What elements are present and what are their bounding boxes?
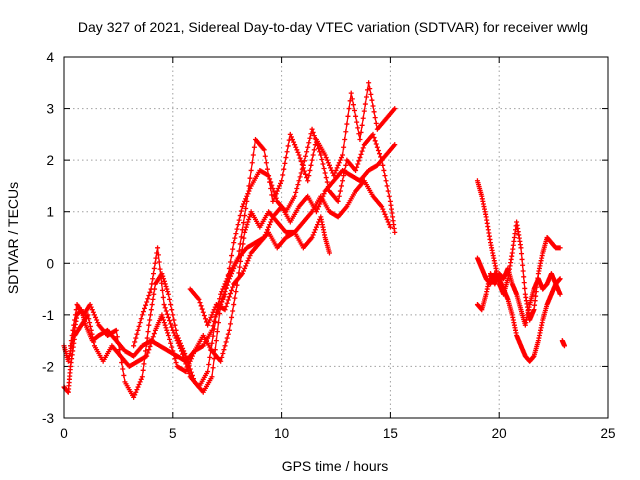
y-tick-label: 3 xyxy=(46,102,54,117)
x-tick-label: 20 xyxy=(492,426,507,441)
y-tick-label: 0 xyxy=(46,256,54,271)
series-track-4 xyxy=(131,126,398,390)
series-markers xyxy=(559,338,567,349)
series-track-7 xyxy=(474,265,563,328)
chart-title: Day 327 of 2021, Sidereal Day-to-day VTE… xyxy=(78,19,588,35)
x-tick-label: 5 xyxy=(169,426,177,441)
series-track-8 xyxy=(474,255,563,364)
x-tick-label: 25 xyxy=(600,426,615,441)
x-axis-label: GPS time / hours xyxy=(282,458,389,474)
series-track-9 xyxy=(559,338,567,349)
y-tick-label: 2 xyxy=(46,153,54,168)
axis-ticks: -3 -2 -1 0 1 2 3 4 0 5 10 15 20 25 xyxy=(42,50,616,441)
plot-frame xyxy=(63,56,609,419)
x-tick-label: 10 xyxy=(274,426,289,441)
y-tick-label: 4 xyxy=(46,50,54,65)
y-tick-label: -2 xyxy=(42,359,54,374)
series-line xyxy=(189,214,331,328)
x-tick-label: 0 xyxy=(60,426,68,441)
data-series xyxy=(61,80,567,400)
series-track-5 xyxy=(187,214,332,328)
x-tick-label: 15 xyxy=(383,426,398,441)
series-markers xyxy=(187,214,332,328)
series-track-2 xyxy=(61,178,393,395)
y-tick-label: -1 xyxy=(42,308,54,323)
y-axis-label: SDTVAR / TECUs xyxy=(5,182,21,294)
y-tick-label: 1 xyxy=(46,205,54,220)
y-tick-label: -3 xyxy=(42,411,54,426)
